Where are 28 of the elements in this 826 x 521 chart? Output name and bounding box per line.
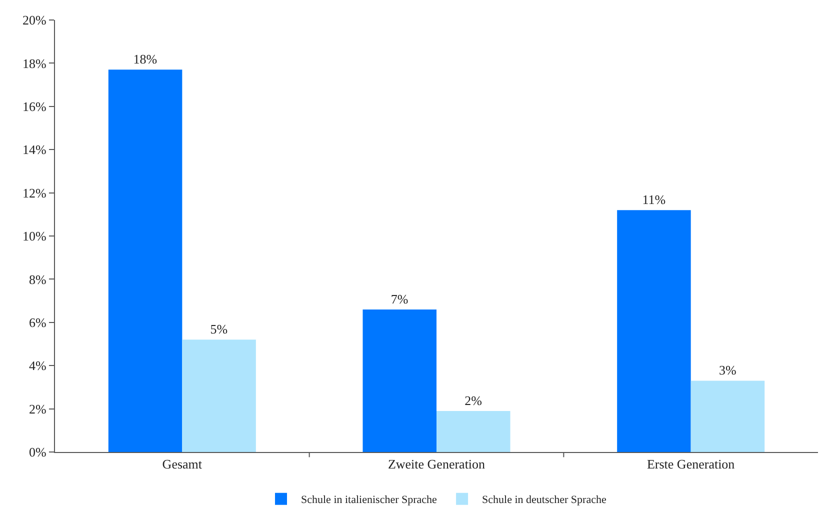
y-tick-label: 8%: [29, 272, 47, 287]
y-tick-label: 2%: [29, 401, 47, 416]
y-tick-label: 20%: [22, 12, 47, 28]
data-label: 11%: [642, 192, 666, 208]
bar: [362, 309, 436, 452]
x-tick-label: Erste Generation: [646, 456, 736, 472]
y-tick-label: 18%: [22, 56, 47, 71]
legend-label: Schule in italienischer Sprache: [301, 494, 438, 506]
y-tick-label: 16%: [22, 98, 47, 114]
bar: [436, 410, 510, 452]
x-tick-label: Zweite Generation: [388, 456, 486, 472]
data-label: 5%: [210, 322, 228, 337]
data-label: 7%: [390, 291, 408, 306]
y-tick-label: 0%: [29, 444, 47, 460]
y-tick-label: 14%: [22, 142, 47, 158]
data-label: 18%: [133, 52, 158, 67]
data-label: 3%: [718, 362, 736, 378]
y-tick-label: 4%: [29, 358, 47, 374]
legend-label: Schule in deutscher Sprache: [482, 494, 606, 506]
y-tick-label: 12%: [22, 185, 47, 200]
data-label: 2%: [464, 392, 482, 408]
bar: [617, 210, 691, 452]
bar: [690, 380, 765, 452]
y-tick-label: 10%: [22, 228, 47, 244]
x-tick-label: Gesamt: [162, 456, 202, 472]
y-tick-label: 6%: [29, 314, 47, 330]
bar: [108, 70, 182, 452]
bar: [182, 340, 256, 452]
